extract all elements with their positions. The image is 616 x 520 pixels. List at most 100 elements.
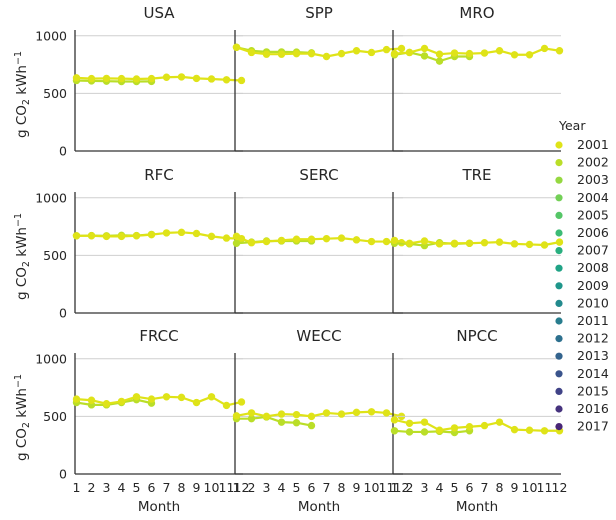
data-point [367, 48, 376, 57]
legend-label: 2004 [577, 190, 609, 205]
data-point [247, 239, 256, 247]
panel-title: NPCC [456, 327, 497, 345]
data-point [222, 401, 231, 410]
data-point [495, 47, 504, 55]
data-point [390, 416, 399, 424]
data-point [192, 74, 201, 83]
series-2001 [72, 73, 246, 85]
y-tick-label: 500 [43, 86, 67, 101]
legend-label: 2006 [577, 225, 609, 240]
legend-label: 2012 [577, 331, 609, 346]
data-point [72, 232, 81, 240]
data-point [147, 74, 156, 83]
data-point [525, 426, 534, 434]
legend-marker [555, 352, 563, 360]
panel-title: SERC [299, 166, 338, 184]
data-point [102, 232, 111, 241]
data-point [162, 73, 171, 81]
y-tick-label: 0 [59, 144, 67, 159]
x-axis-label: Month [298, 499, 340, 515]
data-point [147, 230, 156, 239]
legend-marker [555, 194, 563, 202]
legend-item-2002: 2002 [555, 155, 609, 170]
x-tick-label: 2 [88, 480, 96, 495]
legend-label: 2003 [577, 172, 609, 187]
data-point [367, 408, 376, 416]
data-point [480, 49, 489, 57]
data-point [117, 232, 126, 241]
data-point [147, 395, 156, 403]
data-point [232, 412, 241, 420]
data-point [555, 47, 564, 55]
data-point [382, 409, 391, 417]
series-line-2001 [236, 410, 402, 418]
legend-item-2008: 2008 [555, 260, 609, 275]
data-point [540, 241, 549, 249]
data-point [232, 232, 241, 241]
data-point [540, 427, 549, 435]
legend-label: 2011 [577, 313, 609, 328]
data-point [72, 395, 81, 403]
x-axis-label: Month [138, 499, 180, 515]
series-2001 [390, 236, 564, 249]
data-point [72, 74, 81, 82]
x-tick-label: 12 [234, 480, 250, 495]
data-point [510, 51, 519, 59]
y-tick-label: 1000 [35, 28, 67, 43]
data-point [337, 410, 346, 418]
legend-item-2010: 2010 [555, 295, 609, 310]
legend-label: 2005 [577, 207, 609, 222]
x-tick-label: 5 [451, 480, 459, 495]
legend-marker [555, 282, 563, 290]
facet-panel-mro: MRO [390, 4, 564, 152]
x-tick-label: 10 [522, 480, 538, 495]
data-point [277, 50, 286, 58]
data-point [405, 239, 414, 247]
data-point [207, 232, 216, 241]
data-point [495, 418, 504, 426]
panel-title: USA [143, 4, 175, 22]
data-point [525, 240, 534, 249]
data-point [480, 421, 489, 430]
data-point [237, 398, 246, 406]
data-point [352, 47, 361, 55]
data-point [435, 57, 444, 65]
legend-label: 2016 [577, 401, 609, 416]
data-point [277, 236, 286, 245]
data-point [222, 234, 231, 242]
data-point [390, 236, 399, 245]
data-point [510, 240, 519, 248]
legend-marker [555, 387, 563, 395]
y-tick-label: 500 [43, 248, 67, 263]
data-point [322, 234, 331, 243]
data-point [382, 45, 391, 54]
legend-marker [555, 211, 563, 219]
data-point [292, 410, 301, 419]
series-2001 [390, 416, 564, 435]
legend-item-2007: 2007 [555, 243, 609, 258]
data-point [262, 50, 271, 58]
legend-item-2009: 2009 [555, 278, 609, 293]
data-point [465, 239, 474, 247]
x-tick-label: 6 [466, 480, 474, 495]
y-axis-label: g CO2 kWh−1 [13, 51, 32, 138]
x-tick-label: 6 [148, 480, 156, 495]
series-2001 [72, 228, 246, 243]
x-tick-label: 1 [391, 480, 399, 495]
series-2001 [232, 232, 406, 247]
data-point [405, 419, 414, 427]
series-2001 [390, 44, 564, 59]
data-point [307, 49, 316, 58]
data-point [102, 400, 111, 408]
legend-item-2017: 2017 [555, 419, 609, 434]
data-point [382, 237, 391, 246]
legend-item-2013: 2013 [555, 348, 609, 363]
data-point [117, 397, 126, 406]
legend-marker [555, 299, 563, 307]
x-tick-label: 12 [552, 480, 568, 495]
x-tick-label: 11 [219, 480, 235, 495]
legend-item-2016: 2016 [555, 401, 609, 416]
data-point [322, 52, 331, 61]
